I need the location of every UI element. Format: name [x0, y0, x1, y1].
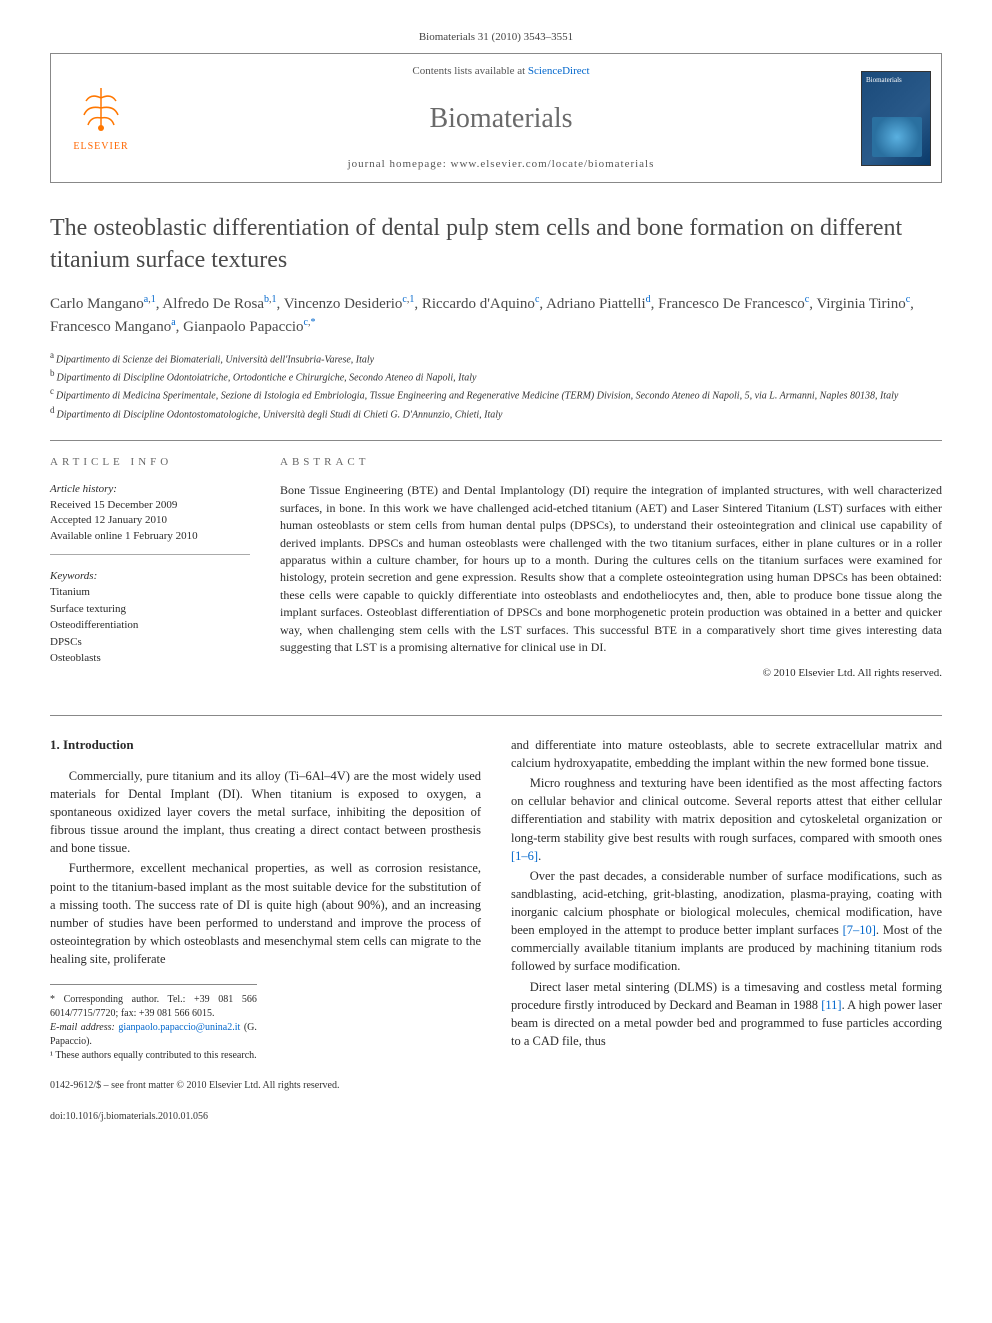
affiliation-ref[interactable]: d: [646, 294, 651, 305]
affiliation: cDipartimento di Medicina Sperimentale, …: [50, 385, 942, 403]
affiliation-ref[interactable]: c: [906, 294, 910, 305]
keyword: Surface texturing: [50, 601, 250, 618]
cover-cell: [851, 54, 941, 182]
email-link[interactable]: gianpaolo.papaccio@unina2.it: [118, 1022, 240, 1033]
corresponding-author-note: * Corresponding author. Tel.: +39 081 56…: [50, 993, 257, 1021]
keyword: Titanium: [50, 584, 250, 601]
author: Francesco De Francesco: [658, 296, 805, 312]
abstract-column: ABSTRACT Bone Tissue Engineering (BTE) a…: [280, 440, 942, 691]
elsevier-logo[interactable]: ELSEVIER: [73, 83, 128, 154]
keywords-list: TitaniumSurface texturingOsteodifferenti…: [50, 584, 250, 667]
keyword: DPSCs: [50, 634, 250, 651]
affiliation-ref[interactable]: c: [535, 294, 539, 305]
history-label: Article history:: [50, 482, 250, 497]
affiliation-ref[interactable]: c: [402, 294, 406, 305]
publisher-name: ELSEVIER: [73, 140, 128, 154]
keyword: Osteodifferentiation: [50, 617, 250, 634]
accepted-date: Accepted 12 January 2010: [50, 513, 250, 528]
affiliation-ref[interactable]: c: [805, 294, 809, 305]
corresponding-star[interactable]: *: [311, 317, 316, 328]
email-line: E-mail address: gianpaolo.papaccio@unina…: [50, 1021, 257, 1049]
citation-link[interactable]: [7–10]: [843, 923, 876, 937]
affiliation-ref[interactable]: a: [171, 317, 175, 328]
affiliation-ref[interactable]: 1: [151, 294, 156, 305]
homepage-url[interactable]: www.elsevier.com/locate/biomaterials: [451, 158, 655, 170]
body-paragraph: Furthermore, excellent mechanical proper…: [50, 859, 481, 968]
footnotes-block: * Corresponding author. Tel.: +39 081 56…: [50, 984, 257, 1063]
publisher-logo-cell: ELSEVIER: [51, 54, 151, 182]
affiliation-ref[interactable]: b: [264, 294, 269, 305]
email-label: E-mail address:: [50, 1022, 118, 1033]
abstract-copyright: © 2010 Elsevier Ltd. All rights reserved…: [280, 666, 942, 681]
author: Virginia Tirino: [816, 296, 905, 312]
received-date: Received 15 December 2009: [50, 498, 250, 513]
author: Alfredo De Rosa: [162, 296, 264, 312]
body-paragraph: Over the past decades, a considerable nu…: [511, 867, 942, 976]
author: Riccardo d'Aquino: [422, 296, 535, 312]
body-columns: 1. Introduction Commercially, pure titan…: [50, 736, 942, 1124]
para-text: Micro roughness and texturing have been …: [511, 776, 942, 844]
footer-doi: doi:10.1016/j.biomaterials.2010.01.056: [50, 1110, 481, 1125]
author: Vincenzo Desiderio: [284, 296, 403, 312]
section-number: 1.: [50, 737, 60, 752]
affiliation-ref[interactable]: c: [304, 317, 308, 328]
author: Carlo Mangano: [50, 296, 144, 312]
keywords-block: Keywords: TitaniumSurface texturingOsteo…: [50, 569, 250, 677]
body-left-column: 1. Introduction Commercially, pure titan…: [50, 736, 481, 1124]
keyword: Osteoblasts: [50, 650, 250, 667]
body-paragraph: Micro roughness and texturing have been …: [511, 774, 942, 865]
body-paragraph: Commercially, pure titanium and its allo…: [50, 767, 481, 858]
affiliations-list: aDipartimento di Scienze dei Biomaterial…: [50, 349, 942, 422]
section-heading: 1. Introduction: [50, 736, 481, 755]
section-title: Introduction: [63, 737, 134, 752]
elsevier-tree-icon: [76, 83, 126, 133]
body-right-column: and differentiate into mature osteoblast…: [511, 736, 942, 1124]
citation-link[interactable]: [1–6]: [511, 849, 538, 863]
affiliation: bDipartimento di Discipline Odontoiatric…: [50, 367, 942, 385]
author: Francesco Mangano: [50, 319, 171, 335]
affiliation: aDipartimento di Scienze dei Biomaterial…: [50, 349, 942, 367]
article-history-block: Article history: Received 15 December 20…: [50, 482, 250, 555]
journal-header: ELSEVIER Contents lists available at Sci…: [50, 53, 942, 183]
affiliation: dDipartimento di Discipline Odontostomat…: [50, 404, 942, 422]
sciencedirect-link[interactable]: ScienceDirect: [528, 65, 590, 77]
citation-link[interactable]: [11]: [821, 998, 841, 1012]
contents-available: Contents lists available at ScienceDirec…: [151, 64, 851, 79]
section-divider: [50, 715, 942, 716]
article-title: The osteoblastic differentiation of dent…: [50, 213, 942, 275]
footer-issn: 0142-9612/$ – see front matter © 2010 El…: [50, 1079, 481, 1094]
body-paragraph: and differentiate into mature osteoblast…: [511, 736, 942, 772]
citation-line: Biomaterials 31 (2010) 3543–3551: [50, 30, 942, 45]
keywords-label: Keywords:: [50, 569, 250, 584]
journal-name: Biomaterials: [151, 99, 851, 138]
abstract-text: Bone Tissue Engineering (BTE) and Dental…: [280, 482, 942, 656]
contribution-note: ¹ These authors equally contributed to t…: [50, 1049, 257, 1063]
author-list: Carlo Manganoa,1, Alfredo De Rosab,1, Vi…: [50, 292, 942, 339]
article-info-column: ARTICLE INFO Article history: Received 1…: [50, 440, 250, 691]
affiliation-ref[interactable]: 1: [272, 294, 277, 305]
author: Adriano Piattelli: [546, 296, 646, 312]
online-date: Available online 1 February 2010: [50, 529, 250, 544]
abstract-heading: ABSTRACT: [280, 455, 942, 470]
contents-prefix: Contents lists available at: [412, 65, 527, 77]
affiliation-ref[interactable]: 1: [409, 294, 414, 305]
body-paragraph: Direct laser metal sintering (DLMS) is a…: [511, 978, 942, 1051]
info-abstract-row: ARTICLE INFO Article history: Received 1…: [50, 440, 942, 691]
journal-cover-thumbnail[interactable]: [861, 71, 931, 166]
journal-homepage: journal homepage: www.elsevier.com/locat…: [151, 157, 851, 172]
homepage-prefix: journal homepage:: [348, 158, 451, 170]
article-info-heading: ARTICLE INFO: [50, 455, 250, 470]
author: Gianpaolo Papaccio: [183, 319, 303, 335]
header-center: Contents lists available at ScienceDirec…: [151, 54, 851, 182]
affiliation-ref[interactable]: a: [144, 294, 148, 305]
